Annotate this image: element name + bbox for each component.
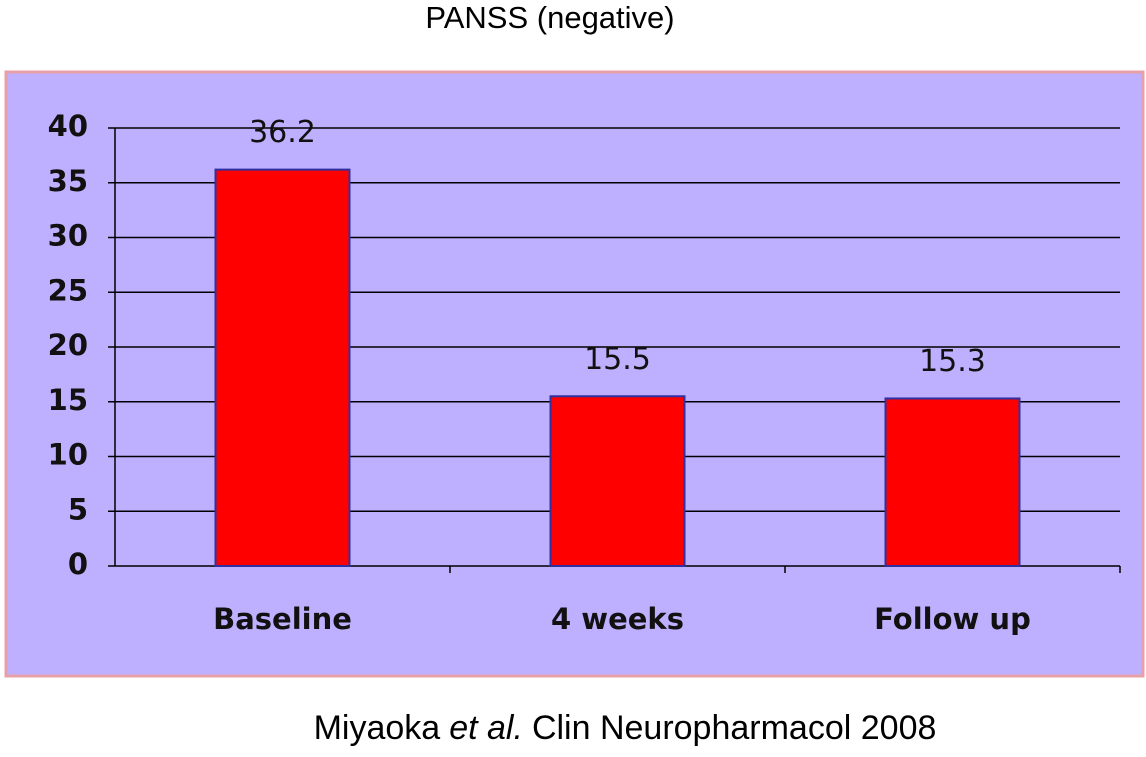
y-tick-label: 0 <box>68 547 88 581</box>
source-author: Miyaoka <box>314 709 441 747</box>
x-tick-label: Baseline <box>213 602 352 636</box>
source-journal: Clin Neuropharmacol 2008 <box>532 709 936 747</box>
x-tick-label: 4 weeks <box>551 602 684 636</box>
data-label: 15.5 <box>584 342 651 377</box>
bar <box>884 397 1021 567</box>
y-tick-label: 30 <box>48 219 88 253</box>
y-tick-label: 5 <box>68 492 88 526</box>
y-tick-label: 25 <box>48 273 88 307</box>
data-label: 36.2 <box>249 115 316 150</box>
source-etal: et al. <box>449 709 523 747</box>
y-tick-label: 10 <box>48 438 88 472</box>
plot-panel <box>4 70 1145 678</box>
y-tick-label: 20 <box>48 328 88 362</box>
source-note: Miyaoka et al. Clin Neuropharmacol 2008 <box>314 709 937 747</box>
bar <box>214 168 351 568</box>
bar <box>549 395 686 567</box>
y-tick-label: 35 <box>48 164 88 198</box>
data-label: 15.3 <box>919 344 986 379</box>
chart-title: PANSS (negative) <box>425 0 674 35</box>
x-tick-label: Follow up <box>874 602 1031 636</box>
y-tick-label: 15 <box>48 383 88 417</box>
y-tick-label: 40 <box>48 109 88 143</box>
